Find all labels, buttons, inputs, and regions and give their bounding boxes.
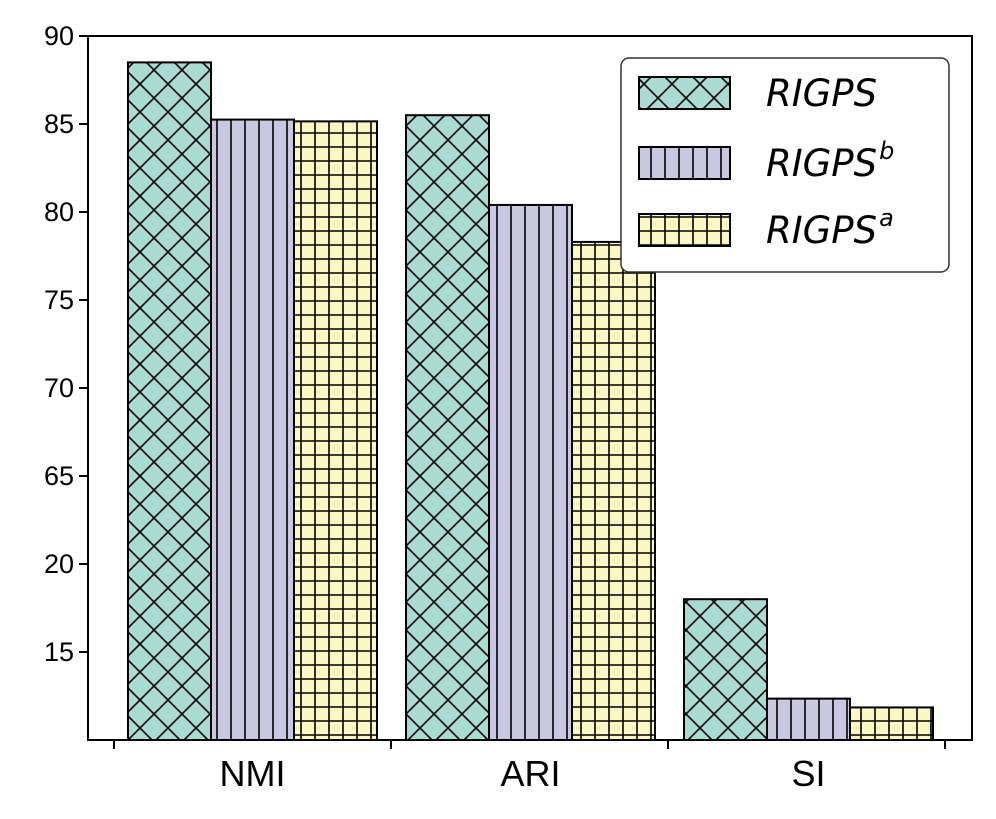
legend: RIGPS RIGPSb RIGPSa (620, 57, 950, 273)
legend-label-series-2: RIGPSb (766, 137, 894, 185)
bar-ari-series-2 (488, 203, 573, 741)
axes-group: 15 20 65 70 75 80 85 90 NMI ARI SI (44, 21, 973, 794)
y-tick-label: 80 (44, 197, 74, 227)
bar-nmi-series-3 (293, 120, 378, 742)
legend-swatch-series-2 (638, 146, 731, 180)
bars-group (127, 61, 934, 742)
y-tick-label: 75 (44, 285, 74, 315)
y-tick-label: 20 (44, 549, 74, 579)
x-category-label: SI (791, 753, 825, 794)
bar-si-series-3 (849, 706, 934, 742)
y-tick-label: 90 (44, 21, 74, 51)
bar-nmi-series-2 (210, 118, 295, 742)
legend-swatch-series-3 (638, 213, 731, 247)
legend-label-series-1: RIGPS (766, 72, 877, 115)
y-tick-label: 65 (44, 461, 74, 491)
legend-label-series-3: RIGPSa (766, 204, 894, 252)
y-tick-label: 85 (44, 109, 74, 139)
y-tick-label: 15 (44, 637, 74, 667)
y-tick-label: 70 (44, 373, 74, 403)
bar-ari-series-3 (571, 240, 656, 741)
bar-ari-series-1 (405, 114, 490, 741)
bar-si-series-2 (766, 697, 851, 742)
bar-nmi-series-1 (127, 61, 212, 741)
x-category-label: ARI (500, 753, 560, 794)
legend-swatch-series-1 (638, 76, 731, 110)
bar-si-series-1 (683, 598, 768, 742)
x-category-label: NMI (220, 753, 286, 794)
